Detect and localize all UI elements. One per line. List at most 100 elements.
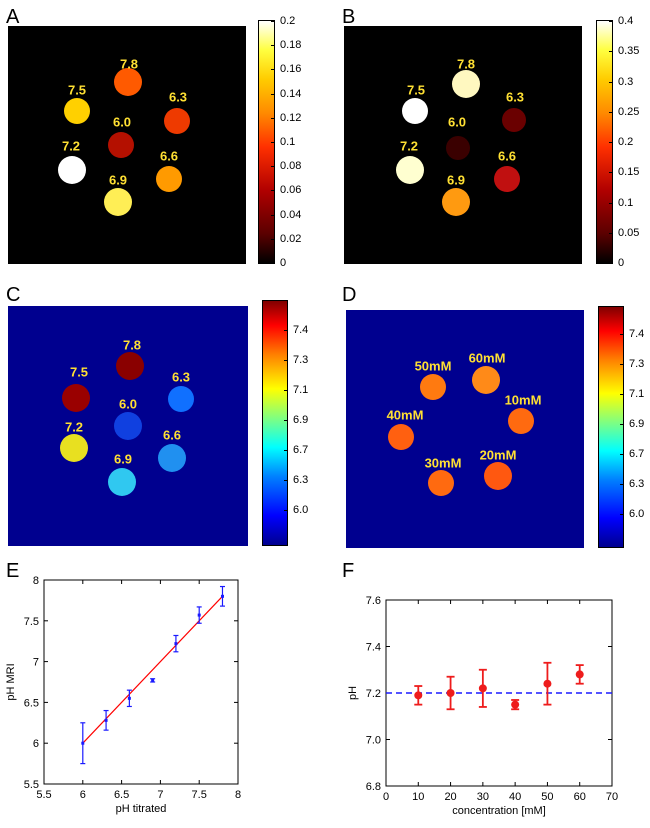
data-point [414, 691, 423, 700]
spot-label: 6.9 [113, 451, 133, 467]
x-tick-label: 20 [444, 791, 456, 803]
spot-6-9 [442, 188, 470, 216]
colorbar-tick-mark [271, 45, 275, 47]
colorbar-tick-mark [284, 390, 288, 391]
data-point [543, 679, 552, 688]
colorbar-tick-mark [271, 238, 275, 240]
data-point [104, 718, 108, 722]
x-tick-label: 70 [606, 791, 618, 803]
y-tick-label: 7.4 [366, 642, 381, 654]
spot-7-2 [60, 434, 88, 462]
spot-label: 6.6 [497, 148, 517, 164]
colorbar-tick-label: 7.3 [629, 358, 645, 370]
map-panel-d: 50mM 60mM 40mM 10mM 30mM 20mM [346, 310, 584, 548]
spot-label: 30mM [424, 455, 462, 471]
spot-60mm [472, 366, 500, 394]
x-tick-label: 0 [383, 791, 389, 803]
colorbar-tick-label: 7.4 [629, 328, 645, 340]
spot-label: 6.0 [447, 114, 467, 130]
map-panel-a: 7.8 7.5 6.3 6.0 7.2 6.6 6.9 [8, 26, 246, 264]
spot-7-8 [116, 352, 144, 380]
colorbar-tick-mark [271, 166, 275, 168]
colorbar-tick-mark [609, 81, 613, 83]
chart-panel-e: 5.5 6 6.5 7 7.5 8 5.5 6 6.5 7 7.5 8 pH titrated pH MR… [5, 575, 241, 815]
spot-label: 7.2 [64, 419, 84, 435]
colorbar-tick-label: 6.7 [293, 444, 309, 456]
colorbar-tick-mark [609, 142, 613, 143]
x-tick-label: 10 [412, 791, 424, 803]
spot-label: 7.8 [456, 56, 476, 72]
panel-letter-f: F [342, 560, 355, 582]
map-panel-c: 7.8 7.5 6.3 6.0 7.2 6.6 6.9 [8, 306, 248, 546]
colorbar-tick-mark [271, 263, 275, 264]
colorbar-tick-label: 6.0 [629, 508, 645, 520]
x-tick-label: 7 [157, 789, 163, 801]
spot-label: 6.3 [171, 369, 191, 385]
colorbar-tick-mark [609, 51, 613, 53]
y-axis-label: pH [347, 686, 359, 700]
colorbar-tick-mark [609, 232, 613, 234]
spot-label: 7.2 [61, 138, 81, 154]
colorbar-tick-mark [609, 111, 613, 113]
colorbar-tick-mark [284, 510, 288, 511]
spot-label: 6.0 [112, 114, 132, 130]
colorbar-tick-mark [284, 330, 288, 331]
y-tick-label: 8 [33, 575, 39, 587]
colorbar-tick-label: 0.1 [280, 136, 296, 148]
spot-label: 7.5 [406, 82, 426, 98]
x-tick-label: 30 [477, 791, 489, 803]
colorbar-tick-label: 0.04 [280, 208, 302, 221]
data-point [81, 741, 85, 745]
colorbar-tick-label: 0.14 [280, 87, 302, 100]
data-point [575, 670, 584, 679]
colorbar-tick-label: 0.15 [618, 166, 640, 179]
colorbar-tick-label: 0.05 [618, 226, 640, 239]
colorbar-tick-label: 0.06 [280, 184, 302, 197]
spot-label: 7.8 [119, 56, 139, 72]
spot-label: 7.2 [399, 138, 419, 154]
spot-6-3 [168, 386, 194, 412]
colorbar-tick-mark [284, 480, 288, 481]
spot-7-2 [58, 156, 86, 184]
colorbar-tick-mark [271, 214, 275, 216]
spot-6-0 [108, 132, 134, 158]
colorbar-tick-label: 0.4 [618, 15, 634, 27]
y-tick-label: 7.2 [366, 688, 381, 700]
colorbar-tick-label: 0.35 [618, 45, 640, 58]
colorbar-tick-label: 0 [280, 257, 287, 269]
colorbar-tick-label: 6.9 [293, 414, 309, 426]
y-tick-label: 6.5 [24, 697, 39, 709]
colorbar-tick-mark [620, 514, 624, 515]
y-tick-label: 7 [33, 657, 39, 669]
colorbar-tick-label: 6.7 [629, 448, 645, 460]
y-tick-label: 7.6 [366, 595, 381, 607]
spot-6-0 [114, 412, 142, 440]
x-tick-label: 5.5 [36, 789, 51, 801]
y-tick-label: 5.5 [24, 779, 39, 791]
x-axis-label: concentration [mM] [452, 805, 546, 817]
spot-label: 20mM [479, 447, 517, 463]
colorbar-tick-label: 0.2 [280, 15, 296, 27]
colorbar-tick-label: 0.08 [280, 160, 302, 173]
colorbar-tick-mark [284, 420, 288, 421]
colorbar-tick-label: 0 [618, 257, 625, 269]
colorbar-tick-label: 0.12 [280, 111, 302, 124]
data-point [151, 678, 155, 682]
plot-frame [43, 579, 239, 785]
x-tick-label: 6 [80, 789, 86, 801]
data-point [127, 696, 131, 700]
colorbar-tick-label: 0.02 [280, 232, 302, 245]
colorbar-tick-mark [271, 69, 275, 71]
x-tick-label: 50 [541, 791, 553, 803]
spot-label: 6.9 [446, 172, 466, 188]
spot-label: 6.6 [162, 427, 182, 443]
panel-letter-d: D [342, 284, 357, 306]
spot-6-6 [156, 166, 182, 192]
data-point [220, 594, 224, 598]
colorbar-tick-label: 0.3 [618, 75, 634, 88]
spot-label: 50mM [414, 358, 452, 374]
colorbar-tick-label: 6.3 [629, 478, 645, 490]
fit-line [82, 595, 223, 744]
spot-label: 6.9 [108, 172, 128, 188]
spot-6-6 [158, 444, 186, 472]
